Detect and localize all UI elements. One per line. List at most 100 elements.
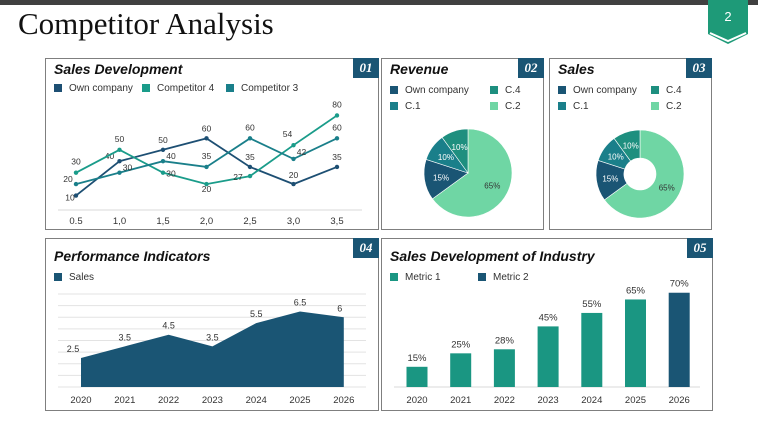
- page-title: Competitor Analysis: [18, 6, 274, 41]
- slice-label: 10%: [608, 152, 624, 161]
- slice-label: 10%: [452, 143, 468, 152]
- data-label: 35: [202, 151, 212, 161]
- panel-title: Revenue: [390, 61, 449, 77]
- legend-label: Metric 1: [405, 272, 441, 283]
- legend-item: C.4: [490, 85, 521, 96]
- x-tick-label: 2,0: [200, 216, 213, 227]
- data-label: 27: [233, 172, 243, 182]
- x-tick-label: 2021: [114, 395, 135, 406]
- legend-label: C.4: [666, 85, 682, 96]
- data-label: 60: [332, 122, 342, 132]
- bar-2023: [537, 326, 559, 387]
- x-tick-label: 2020: [70, 395, 91, 406]
- data-point: [334, 136, 340, 141]
- page-badge-shape: [708, 0, 748, 44]
- data-label: 70%: [670, 279, 690, 290]
- legend-item: Competitor 3: [226, 83, 298, 94]
- x-tick-label: 2024: [581, 395, 602, 406]
- data-label: 2.5: [67, 344, 80, 354]
- data-label: 20: [202, 184, 212, 194]
- legend-swatch: [651, 102, 659, 110]
- legend-swatch: [54, 84, 62, 92]
- x-tick-label: 3,5: [330, 216, 343, 227]
- data-label: 30: [71, 157, 81, 167]
- legend-label: C.2: [666, 101, 682, 112]
- slice-label: 10%: [623, 141, 639, 150]
- bar-2025: [625, 299, 646, 387]
- legend-label: C.1: [405, 101, 421, 112]
- x-tick-label: 2023: [538, 395, 559, 406]
- data-point: [160, 170, 166, 175]
- legend-label: Own company: [573, 85, 637, 96]
- bar-chart: 15% 2020 25% 2021 28% 2022 45% 2023 55% 2024 65% 20…: [394, 279, 700, 406]
- line-chart: 0.5 1,0 1,5 2,0 2,5 3,0 3,51040506035203530503…: [58, 99, 362, 227]
- legend-label: Competitor 4: [157, 83, 215, 94]
- data-label: 55%: [582, 299, 602, 310]
- data-label: 35: [245, 152, 255, 162]
- legend-item: Own company: [54, 83, 133, 94]
- x-tick-label: 2022: [158, 395, 179, 406]
- x-tick-label: 1,0: [113, 216, 126, 227]
- x-tick-label: 1,5: [156, 216, 169, 227]
- data-point: [334, 113, 340, 118]
- legend-swatch: [490, 102, 498, 110]
- x-tick-label: 2025: [289, 395, 310, 406]
- data-point: [291, 156, 296, 162]
- panel-title: Sales Development of Industry: [390, 248, 595, 264]
- data-point: [247, 173, 253, 179]
- page-number-badge: 2: [708, 0, 748, 44]
- pie-slice-c-4: [441, 128, 469, 174]
- panel-number: 02: [518, 58, 544, 78]
- slice-label: 10%: [438, 153, 454, 162]
- x-tick-label: 2021: [450, 395, 471, 406]
- legend-swatch: [558, 86, 566, 94]
- data-label: 30: [123, 163, 133, 173]
- legend-swatch: [390, 273, 398, 281]
- data-point: [204, 164, 209, 170]
- data-label: 50: [158, 135, 168, 145]
- data-label: 15%: [407, 353, 427, 364]
- x-tick-label: 0.5: [69, 216, 82, 227]
- legend-swatch: [142, 84, 150, 92]
- panel-sales-development: Sales Development 01 Own company Competi…: [45, 58, 379, 230]
- data-label: 65%: [626, 285, 646, 296]
- legend-label: C.4: [505, 85, 521, 96]
- data-label: 25%: [451, 339, 471, 350]
- panel-number: 03: [686, 58, 712, 78]
- legend-item: C.4: [651, 85, 682, 96]
- bar-2020: [406, 366, 428, 387]
- x-tick-label: 2020: [406, 395, 427, 406]
- slice-label: 65%: [484, 181, 500, 190]
- x-tick-label: 2,5: [243, 216, 256, 227]
- data-label: 80: [332, 99, 342, 109]
- legend-item: C.2: [651, 101, 682, 112]
- legend-item: Metric 1: [390, 272, 441, 283]
- panel-number: 05: [687, 238, 713, 258]
- panel-title: Sales: [558, 61, 595, 77]
- x-tick-label: 2026: [669, 395, 690, 406]
- data-label: 5.5: [250, 309, 263, 319]
- panel-title: Sales Development: [54, 61, 183, 77]
- page-number: 2: [724, 9, 732, 24]
- slice-label: 15%: [433, 173, 449, 182]
- legend-item: Competitor 4: [142, 83, 214, 94]
- legend-swatch: [490, 86, 498, 94]
- data-label: 10: [65, 193, 75, 203]
- legend-label: Competitor 3: [241, 83, 299, 94]
- data-point: [291, 143, 296, 148]
- bar-2026: [668, 292, 690, 387]
- data-point: [117, 170, 122, 175]
- data-label: 6: [337, 303, 342, 313]
- top-bar: [0, 0, 758, 5]
- legend-label: C.2: [505, 101, 521, 112]
- data-point: [247, 136, 253, 141]
- legend-item: C.1: [390, 101, 421, 112]
- bar-2021: [450, 353, 472, 387]
- data-point: [247, 164, 253, 170]
- x-tick-label: 2025: [625, 395, 646, 406]
- pie-slice-c-2: [431, 128, 513, 218]
- slice-label: 65%: [659, 184, 675, 193]
- legend-swatch: [651, 86, 659, 94]
- legend-item: C.1: [558, 101, 589, 112]
- legend-item: Sales: [54, 272, 94, 283]
